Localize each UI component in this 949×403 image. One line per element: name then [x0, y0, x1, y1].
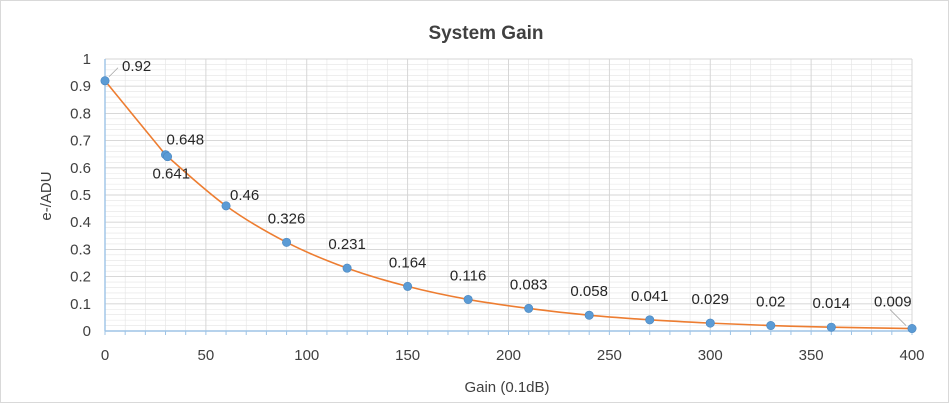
data-point	[645, 315, 655, 325]
data-point	[907, 324, 917, 334]
label-leader-line	[889, 309, 907, 326]
x-tick-label: 200	[496, 347, 521, 364]
data-label: 0.46	[230, 187, 259, 204]
y-tick-label: 0.8	[70, 105, 91, 122]
data-point	[826, 322, 836, 332]
data-point	[100, 76, 110, 86]
x-tick-label: 150	[395, 347, 420, 364]
x-tick-label: 100	[294, 347, 319, 364]
x-tick-label: 0	[101, 347, 109, 364]
y-tick-labels: 0 0.1 0.2 0.3 0.4 0.5 0.6 0.7 0.8 0.9 1	[70, 51, 91, 340]
y-tick-label: 0.5	[70, 187, 91, 204]
data-label: 0.029	[691, 291, 729, 308]
data-label: 0.326	[268, 210, 306, 227]
y-tick-label: 0.1	[70, 296, 91, 313]
data-label: 0.92	[122, 58, 151, 75]
y-tick-label: 0	[83, 323, 91, 340]
axes	[104, 59, 913, 335]
x-tick-labels: 0 50 100 150 200 250 300 350 400	[101, 347, 925, 364]
y-tick-label: 0.6	[70, 160, 91, 177]
data-points	[100, 76, 917, 334]
data-point	[282, 237, 292, 247]
data-point	[463, 294, 473, 304]
y-tick-label: 1	[83, 51, 91, 68]
data-point	[584, 310, 594, 320]
x-axis-label: Gain (0.1dB)	[464, 379, 549, 396]
x-tick-label: 400	[899, 347, 924, 364]
data-point	[163, 152, 173, 162]
trendline	[104, 80, 913, 330]
y-tick-label: 0.4	[70, 214, 91, 231]
data-label: 0.014	[813, 295, 851, 312]
x-tick-label: 50	[198, 347, 215, 364]
y-axis-label: e-/ADU	[38, 171, 55, 220]
y-tick-label: 0.3	[70, 241, 91, 258]
data-label: 0.083	[510, 276, 548, 293]
gridlines	[104, 58, 913, 332]
label-leader-line	[108, 67, 119, 78]
y-tick-label: 0.2	[70, 269, 91, 286]
data-point	[342, 263, 352, 273]
x-tick-label: 250	[597, 347, 622, 364]
x-tick-label: 350	[799, 347, 824, 364]
data-point	[524, 303, 534, 313]
data-point	[766, 321, 776, 331]
data-label: 0.648	[167, 132, 205, 149]
data-point	[705, 318, 715, 328]
data-label: 0.02	[756, 294, 785, 311]
x-tick-label: 300	[698, 347, 723, 364]
y-tick-label: 0.7	[70, 133, 91, 150]
chart-title: System Gain	[428, 23, 543, 44]
data-label: 0.009	[874, 294, 912, 311]
data-label: 0.164	[389, 254, 427, 271]
data-point	[221, 201, 231, 211]
data-label: 0.058	[570, 283, 608, 300]
data-point	[403, 281, 413, 291]
y-tick-label: 0.9	[70, 78, 91, 95]
data-label: 0.641	[153, 166, 191, 183]
data-label: 0.116	[450, 267, 486, 284]
data-label: 0.231	[328, 236, 366, 253]
data-labels: 0.92 0.648 0.641 0.46 0.326 0.231 0.164 0.116 0.…	[108, 58, 912, 326]
data-label: 0.041	[631, 288, 669, 305]
